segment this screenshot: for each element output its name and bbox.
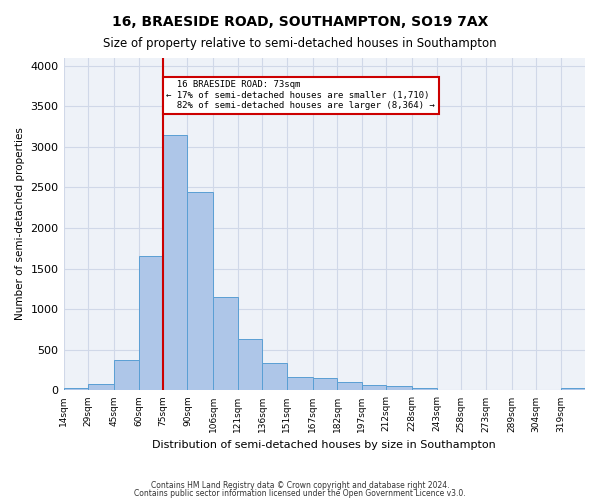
Bar xyxy=(386,386,412,390)
Y-axis label: Number of semi-detached properties: Number of semi-detached properties xyxy=(15,128,25,320)
Bar xyxy=(287,376,313,390)
Bar xyxy=(560,388,585,390)
Text: Size of property relative to semi-detached houses in Southampton: Size of property relative to semi-detach… xyxy=(103,38,497,51)
Bar xyxy=(139,256,163,390)
Bar xyxy=(163,134,187,390)
Bar xyxy=(114,360,139,390)
Bar xyxy=(362,385,386,390)
Bar xyxy=(187,192,214,390)
Text: Contains HM Land Registry data © Crown copyright and database right 2024.: Contains HM Land Registry data © Crown c… xyxy=(151,481,449,490)
Bar xyxy=(313,378,337,390)
Bar xyxy=(262,363,287,390)
Bar xyxy=(412,388,437,390)
Bar xyxy=(214,297,238,390)
Bar xyxy=(238,340,262,390)
Bar xyxy=(64,388,88,390)
Text: Contains public sector information licensed under the Open Government Licence v3: Contains public sector information licen… xyxy=(134,488,466,498)
X-axis label: Distribution of semi-detached houses by size in Southampton: Distribution of semi-detached houses by … xyxy=(152,440,496,450)
Bar xyxy=(337,382,362,390)
Text: 16 BRAESIDE ROAD: 73sqm
← 17% of semi-detached houses are smaller (1,710)
  82% : 16 BRAESIDE ROAD: 73sqm ← 17% of semi-de… xyxy=(166,80,435,110)
Text: 16, BRAESIDE ROAD, SOUTHAMPTON, SO19 7AX: 16, BRAESIDE ROAD, SOUTHAMPTON, SO19 7AX xyxy=(112,15,488,29)
Bar xyxy=(88,384,114,390)
